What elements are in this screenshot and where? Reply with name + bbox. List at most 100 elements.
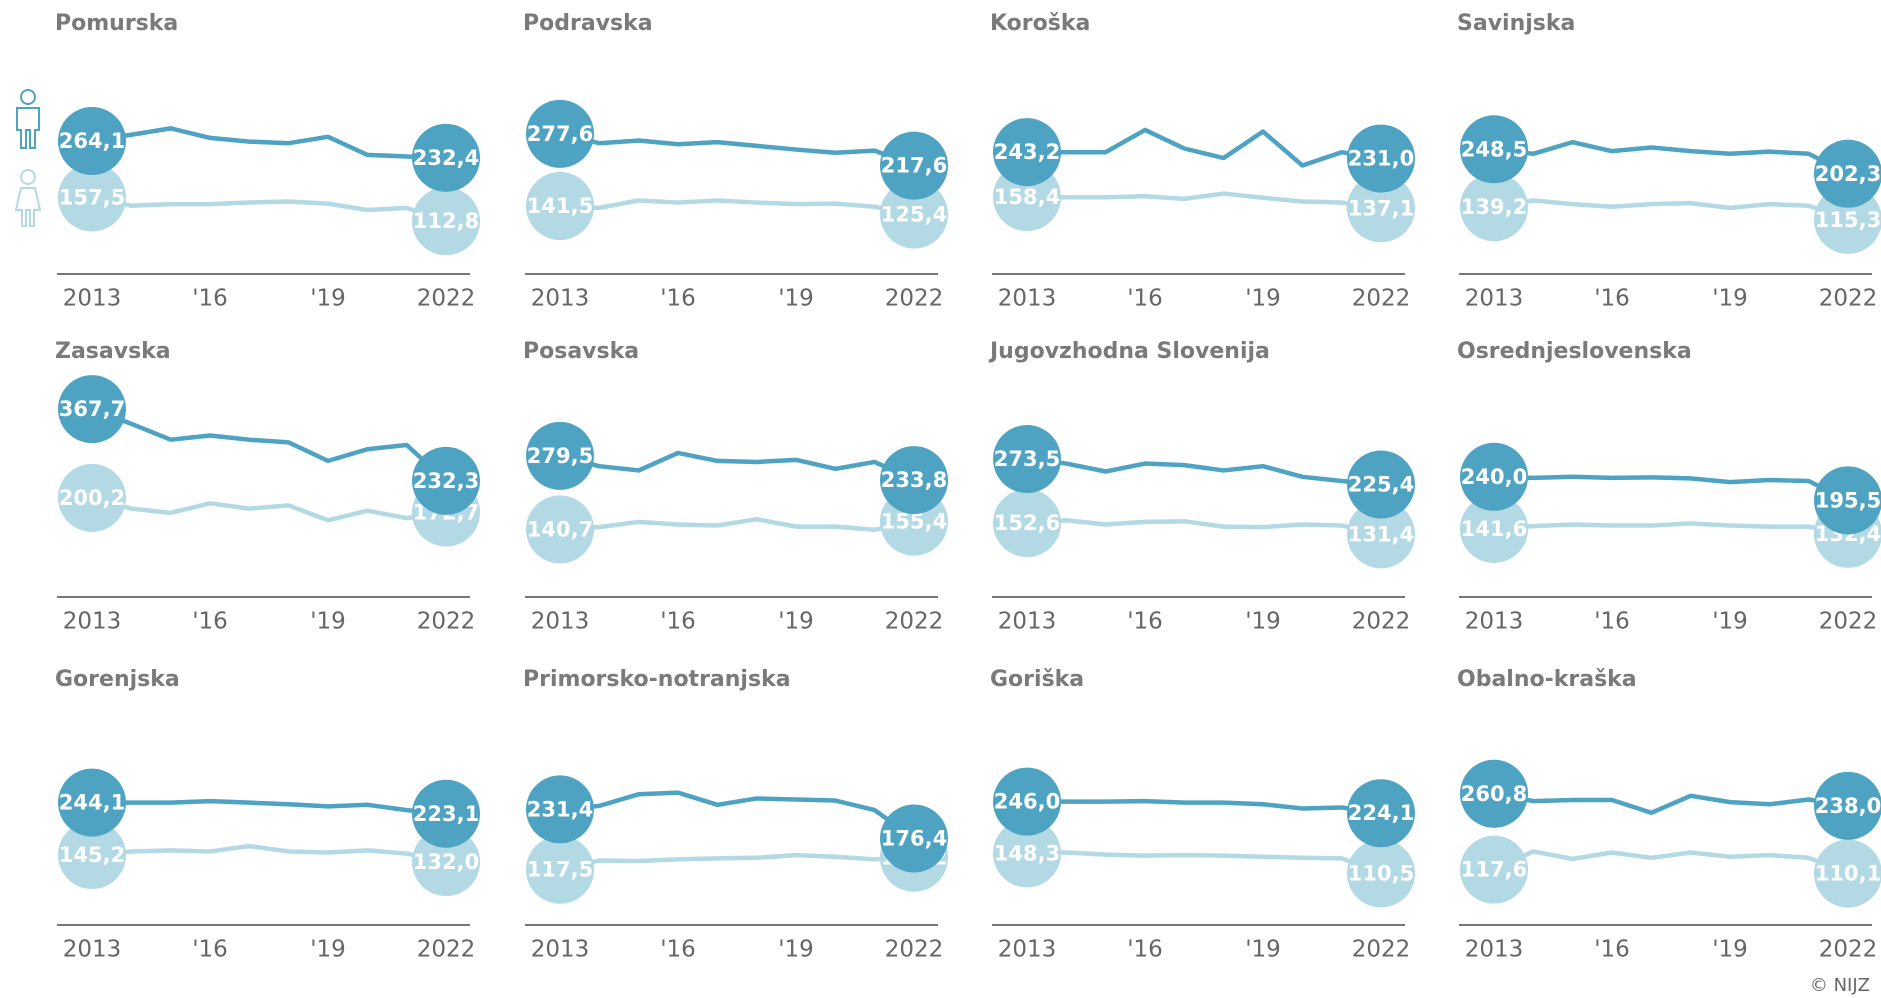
value-label: 115,3	[1815, 208, 1881, 232]
x-tick-label: '16	[660, 937, 696, 963]
end-point	[1460, 494, 1528, 563]
end-point	[1347, 779, 1415, 848]
x-tick-label: '16	[1127, 609, 1163, 635]
x-tick-label: 2013	[1465, 286, 1524, 312]
end-point	[1460, 835, 1528, 904]
end-point	[1460, 115, 1528, 184]
end-point	[1347, 124, 1415, 193]
end-point	[412, 446, 480, 515]
value-label: 202,3	[1815, 162, 1881, 186]
x-tick-label: '16	[660, 286, 696, 312]
series-line	[91, 126, 447, 161]
end-point	[526, 421, 594, 490]
x-tick-label: 2022	[417, 286, 476, 312]
end-point	[993, 118, 1061, 187]
x-tick-label: 2013	[1465, 609, 1524, 635]
series-line	[91, 495, 447, 523]
panel: Gorenjska 2013 '16 '19 2022 145,2 132,0 244,1 22…	[55, 667, 480, 963]
panel-title: Osrednjeslovenska	[1457, 339, 1692, 364]
series-line	[1026, 456, 1382, 487]
series-line	[559, 852, 915, 872]
x-tick-label: '16	[1127, 286, 1163, 312]
value-label: 176,4	[881, 827, 947, 851]
end-point	[526, 775, 594, 844]
end-point	[993, 425, 1061, 494]
x-tick-label: '16	[1127, 937, 1163, 963]
x-tick-label: 2022	[417, 609, 476, 635]
end-point	[880, 804, 948, 873]
end-point	[1347, 839, 1415, 908]
end-point	[58, 107, 126, 176]
x-tick-label: 2022	[1819, 937, 1878, 963]
panel: Zasavska2013'16'192022200,2172,7367,7232…	[55, 339, 480, 635]
value-label: 139,2	[1461, 195, 1527, 219]
series-line	[1493, 521, 1849, 537]
x-tick-label: 2022	[1352, 286, 1411, 312]
series-line	[559, 198, 915, 217]
end-point	[1460, 442, 1528, 511]
series-line	[559, 450, 915, 483]
value-label: 243,2	[994, 140, 1060, 164]
value-label: 233,8	[881, 468, 947, 492]
value-label: 244,1	[59, 791, 125, 815]
value-label: 224,1	[1348, 801, 1414, 825]
x-tick-label: 2022	[1352, 609, 1411, 635]
panel-title: Primorsko-notranjska	[523, 667, 791, 692]
end-point	[1347, 174, 1415, 243]
x-tick-label: '16	[192, 286, 228, 312]
value-label: 132,0	[413, 850, 479, 874]
x-tick-label: 2013	[531, 286, 590, 312]
end-point	[1814, 466, 1881, 535]
x-tick-label: 2022	[885, 937, 944, 963]
end-point	[526, 835, 594, 904]
end-point	[412, 779, 480, 848]
x-tick-label: '19	[310, 937, 346, 963]
end-point	[1814, 771, 1881, 840]
series-line	[1026, 191, 1382, 211]
x-tick-label: 2013	[531, 609, 590, 635]
male-icon	[16, 89, 40, 149]
x-tick-label: 2013	[531, 937, 590, 963]
value-label: 152,6	[994, 511, 1060, 535]
value-label: 148,3	[994, 841, 1060, 865]
x-tick-label: '19	[310, 286, 346, 312]
value-label: 112,8	[413, 209, 479, 233]
x-tick-label: '16	[1594, 937, 1630, 963]
x-tick-label: '19	[310, 609, 346, 635]
value-label: 238,0	[1815, 794, 1881, 818]
x-tick-label: '16	[192, 609, 228, 635]
end-point	[58, 163, 126, 232]
series-line	[559, 516, 915, 533]
panel-title: Savinjska	[1457, 11, 1575, 36]
panel: Podravska 2013 '16 '19 2022 141,5 125,4 277,6 21…	[523, 11, 948, 312]
x-tick-label: '19	[1245, 609, 1281, 635]
x-tick-label: 2013	[1465, 937, 1524, 963]
value-label: 195,5	[1815, 488, 1881, 512]
x-tick-label: 2022	[1352, 937, 1411, 963]
x-tick-label: 2022	[885, 609, 944, 635]
series-line	[559, 790, 916, 841]
series-line	[1026, 850, 1382, 876]
value-label: 141,6	[1461, 517, 1527, 541]
x-tick-label: 2013	[63, 286, 122, 312]
value-label: 273,5	[994, 447, 1060, 471]
x-tick-label: '16	[1594, 609, 1630, 635]
value-label: 223,1	[413, 802, 479, 826]
series-line	[1493, 474, 1849, 503]
end-point	[58, 821, 126, 890]
value-label: 260,8	[1461, 782, 1527, 806]
panel-title: Koroška	[990, 11, 1090, 36]
end-point	[1460, 759, 1528, 828]
value-label: 277,6	[527, 122, 593, 146]
value-label: 110,1	[1815, 862, 1881, 886]
end-point	[412, 187, 480, 256]
series-line	[1026, 518, 1382, 537]
x-tick-label: '19	[1712, 609, 1748, 635]
credit: © NIJZ	[1810, 975, 1870, 996]
end-point	[58, 375, 126, 444]
x-tick-label: '19	[1712, 937, 1748, 963]
series-line	[91, 843, 447, 865]
series-line	[1493, 791, 1849, 815]
value-label: 110,5	[1348, 861, 1414, 885]
value-label: 231,0	[1348, 147, 1414, 171]
